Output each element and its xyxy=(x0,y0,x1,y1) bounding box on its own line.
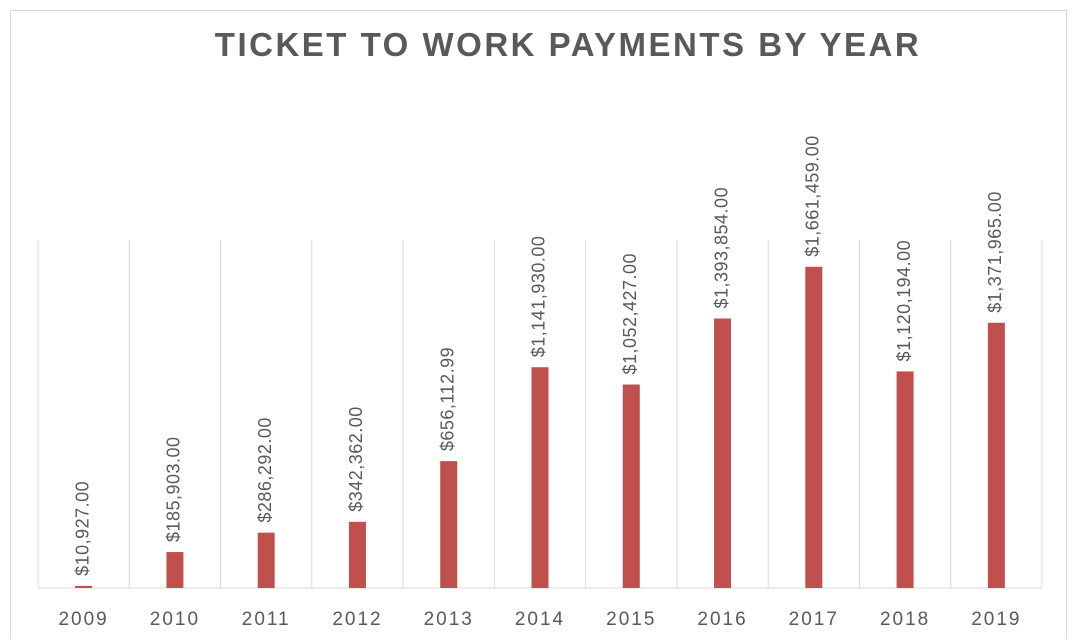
bar xyxy=(805,266,823,588)
data-label: $1,661,459.00 xyxy=(803,135,823,257)
bar xyxy=(531,367,549,588)
data-label: $185,903.00 xyxy=(164,436,184,542)
x-tick-label: 2009 xyxy=(58,609,108,630)
x-tick-label: 2010 xyxy=(150,609,200,630)
x-tick-label: 2013 xyxy=(424,609,474,630)
x-tick-label: 2015 xyxy=(606,609,656,630)
data-label: $1,371,965.00 xyxy=(985,191,1005,313)
bar xyxy=(166,552,184,588)
data-label: $1,393,854.00 xyxy=(711,187,731,309)
bar xyxy=(714,318,732,588)
x-tick-label: 2016 xyxy=(697,609,747,630)
chart-title: TICKET TO WORK PAYMENTS BY YEAR xyxy=(215,26,921,63)
bar xyxy=(896,371,914,588)
x-tick-label: 2017 xyxy=(789,609,839,630)
data-label: $1,052,427.00 xyxy=(620,253,640,375)
bar xyxy=(987,322,1005,588)
data-label: $1,141,930.00 xyxy=(529,236,549,358)
bar xyxy=(440,461,458,588)
x-tick-label: 2011 xyxy=(242,609,291,630)
bar xyxy=(257,532,275,588)
bar xyxy=(348,521,366,588)
data-label: $1,120,194.00 xyxy=(894,240,914,362)
x-tick-label: 2018 xyxy=(880,609,930,630)
data-label: $286,292.00 xyxy=(255,417,275,523)
x-tick-label: 2012 xyxy=(332,609,382,630)
data-label: $342,362.00 xyxy=(346,406,366,512)
x-tick-label: 2019 xyxy=(971,609,1021,630)
x-tick-label: 2014 xyxy=(515,609,565,630)
bar xyxy=(622,384,640,588)
data-label: $656,112.99 xyxy=(437,347,457,451)
data-label: $10,927.00 xyxy=(72,481,92,576)
bar xyxy=(75,585,93,588)
